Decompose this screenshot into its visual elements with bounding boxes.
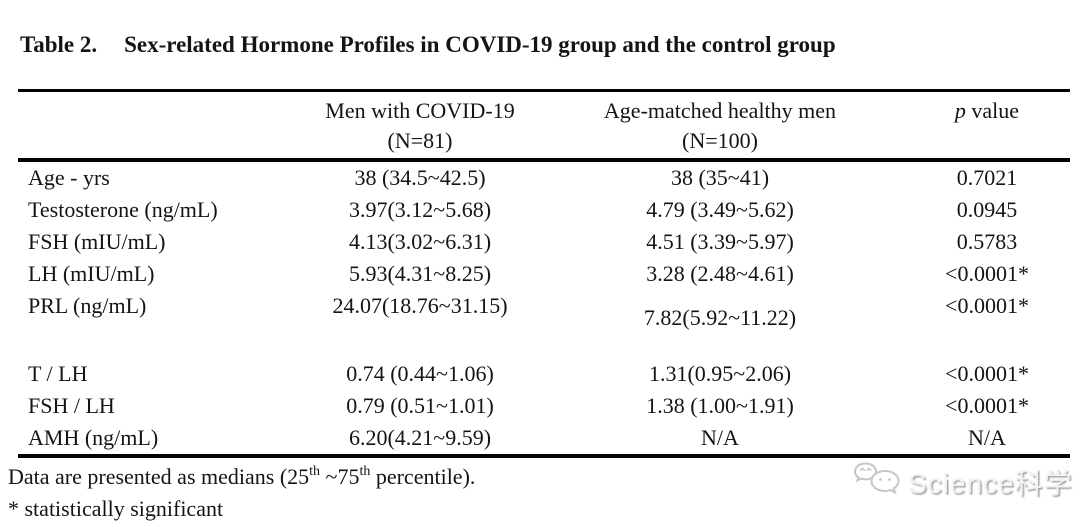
covid-value: 6.20(4.21~9.59) <box>348 425 492 450</box>
row-label: Testosterone (ng/mL) <box>28 197 218 222</box>
header-empty-cell <box>18 96 280 126</box>
control-value: 4.51 (3.39~5.97) <box>646 229 794 254</box>
hormone-profile-table: Men with COVID-19 Age-matched healthy me… <box>18 89 1070 458</box>
table-title-text: Sex-related Hormone Profiles in COVID-19… <box>124 32 836 57</box>
p-value: <0.0001* <box>945 393 1029 418</box>
covid-value: 3.97(3.12~5.68) <box>348 197 492 222</box>
header-row-2: (N=81) (N=100) <box>18 126 1070 156</box>
p-value: <0.0001* <box>945 293 1029 318</box>
row-label: LH (mIU/mL) <box>28 261 155 286</box>
table-body: Age - yrs 38 (34.5~42.5) 38 (35~41) 0.70… <box>18 162 1070 458</box>
p-value: 0.7021 <box>956 165 1018 190</box>
control-value: 3.28 (2.48~4.61) <box>646 261 794 286</box>
table-row-lh: LH (mIU/mL) 5.93(4.31~8.25) 3.28 (2.48~4… <box>18 258 1070 290</box>
p-value: <0.0001* <box>945 261 1029 286</box>
note-superscript: th <box>359 463 371 479</box>
note-superscript: th <box>309 463 321 479</box>
p-value-word: value <box>965 98 1020 123</box>
header-empty-cell <box>880 126 1070 156</box>
row-label: T / LH <box>28 361 88 386</box>
covid-value: 0.74 (0.44~1.06) <box>346 361 494 386</box>
control-value: 38 (35~41) <box>670 165 770 190</box>
wechat-logo-icon <box>853 462 900 495</box>
row-label: Age - yrs <box>28 165 110 190</box>
table-row-age: Age - yrs 38 (34.5~42.5) 38 (35~41) 0.70… <box>18 162 1070 194</box>
row-label: FSH / LH <box>28 393 115 418</box>
control-value: N/A <box>701 425 739 450</box>
note-text: ~75 <box>320 464 360 489</box>
p-symbol: p <box>954 98 966 123</box>
header-covid-group: Men with COVID-19 <box>325 98 515 123</box>
control-value: 4.79 (3.49~5.62) <box>646 197 794 222</box>
header-p-value: p value <box>880 96 1070 126</box>
covid-value: 38 (34.5~42.5) <box>354 165 486 190</box>
table-row-testosterone: Testosterone (ng/mL) 3.97(3.12~5.68) 4.7… <box>18 194 1070 226</box>
significance-note: * statistically significant <box>8 496 224 521</box>
row-label: FSH (mIU/mL) <box>28 229 166 254</box>
row-label: PRL (ng/mL) <box>28 293 147 318</box>
note-text: percentile). <box>370 464 476 489</box>
covid-value: 0.79 (0.51~1.01) <box>346 393 494 418</box>
covid-value: 5.93(4.31~8.25) <box>348 261 492 286</box>
header-control-group: Age-matched healthy men <box>603 98 837 123</box>
watermark-text: Science科学 <box>908 468 1073 499</box>
table-number: Table 2. <box>20 32 98 57</box>
row-label: AMH (ng/mL) <box>28 425 159 450</box>
table-row-fsh: FSH (mIU/mL) 4.13(3.02~6.31) 4.51 (3.39~… <box>18 226 1070 258</box>
header-empty-cell <box>18 126 280 156</box>
p-value: 0.0945 <box>956 197 1018 222</box>
table-caption: Table 2. Sex-related Hormone Profiles in … <box>20 31 836 58</box>
table-row-amh: AMH (ng/mL) 6.20(4.21~9.59) N/A N/A <box>18 422 1070 454</box>
control-value: 7.82(5.92~11.22) <box>643 305 797 330</box>
p-value: N/A <box>968 425 1006 450</box>
note-text: Data are presented as medians (25 <box>8 464 310 489</box>
table-row-t-lh-ratio: T / LH 0.74 (0.44~1.06) 1.31(0.95~2.06) … <box>18 358 1070 390</box>
table-row-fsh-lh-ratio: FSH / LH 0.79 (0.51~1.01) 1.38 (1.00~1.9… <box>18 390 1070 422</box>
covid-value: 4.13(3.02~6.31) <box>348 229 492 254</box>
p-value: <0.0001* <box>945 361 1029 386</box>
table-header: Men with COVID-19 Age-matched healthy me… <box>18 89 1070 162</box>
table-row-prl: PRL (ng/mL) 24.07(18.76~31.15) 7.82(5.92… <box>18 290 1070 358</box>
control-value: 1.31(0.95~2.06) <box>648 361 792 386</box>
covid-value: 24.07(18.76~31.15) <box>332 293 508 318</box>
header-row-1: Men with COVID-19 Age-matched healthy me… <box>18 96 1070 126</box>
header-covid-n: (N=81) <box>387 128 453 153</box>
control-value: 1.38 (1.00~1.91) <box>646 393 794 418</box>
p-value: 0.5783 <box>956 229 1018 254</box>
data-presentation-note: Data are presented as medians (25th ~75t… <box>8 463 475 491</box>
watermark: Science科学 <box>852 461 1073 503</box>
header-control-n: (N=100) <box>682 128 758 153</box>
